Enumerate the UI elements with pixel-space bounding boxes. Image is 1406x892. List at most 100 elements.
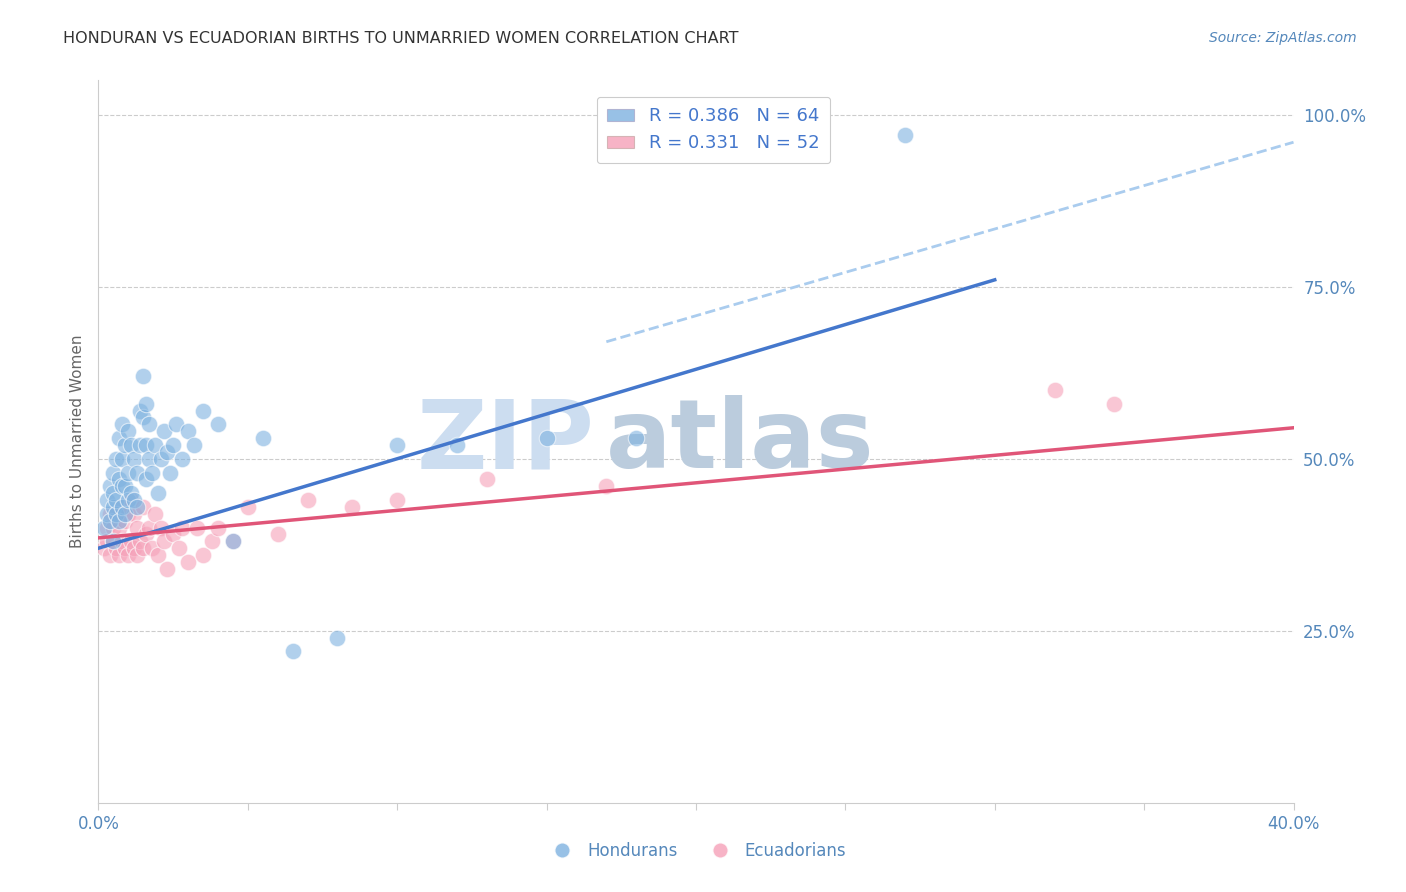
Point (172, 520, 194, 534)
Point (105, 451, 128, 466)
Point (183, 438, 205, 452)
Point (446, 438, 468, 452)
Point (626, 431, 648, 445)
Point (103, 500, 125, 514)
Point (143, 507, 166, 521)
Point (96, 534, 118, 549)
Point (162, 438, 184, 452)
Point (207, 520, 229, 534)
Point (93, 520, 115, 534)
Point (385, 438, 409, 452)
Point (117, 424, 139, 438)
Point (127, 466, 149, 480)
Legend: Hondurans, Ecuadorians: Hondurans, Ecuadorians (538, 836, 853, 867)
Point (138, 520, 160, 534)
Point (120, 486, 142, 500)
Point (108, 520, 131, 534)
Point (132, 369, 155, 384)
Point (105, 541, 128, 556)
Point (114, 514, 136, 528)
Text: ZIP: ZIP (416, 395, 595, 488)
Point (150, 520, 173, 534)
Point (135, 472, 157, 486)
Point (236, 500, 259, 514)
Point (114, 479, 136, 493)
Point (103, 520, 125, 534)
Point (141, 466, 163, 480)
Point (222, 534, 245, 549)
Point (132, 500, 155, 514)
Point (103, 534, 125, 549)
Point (135, 438, 157, 452)
Point (177, 555, 200, 569)
Point (1104, 397, 1126, 411)
Point (138, 417, 160, 432)
Point (111, 479, 134, 493)
Point (111, 417, 134, 432)
Point (297, 493, 319, 508)
Point (103, 534, 125, 549)
Point (108, 472, 131, 486)
Text: Source: ZipAtlas.com: Source: ZipAtlas.com (1209, 31, 1357, 45)
Point (117, 548, 139, 562)
Point (124, 451, 146, 466)
Point (108, 514, 131, 528)
Point (342, 500, 364, 514)
Point (201, 534, 224, 549)
Point (105, 507, 128, 521)
Point (222, 534, 245, 549)
Point (804, 128, 827, 143)
Point (96, 507, 118, 521)
Point (111, 534, 134, 549)
Point (105, 507, 128, 521)
Point (129, 403, 152, 417)
Point (108, 431, 131, 445)
Point (114, 507, 136, 521)
Point (191, 548, 214, 562)
Point (156, 562, 179, 576)
Point (326, 631, 349, 645)
Point (150, 451, 173, 466)
Point (120, 438, 142, 452)
Point (129, 438, 152, 452)
Point (98, 514, 122, 528)
Point (475, 472, 498, 486)
Point (124, 541, 146, 556)
Point (159, 466, 181, 480)
Point (141, 541, 163, 556)
Point (117, 466, 139, 480)
Point (207, 417, 229, 432)
Point (98, 479, 122, 493)
Text: atlas: atlas (606, 395, 875, 488)
Point (281, 644, 304, 658)
Point (143, 438, 166, 452)
Y-axis label: Births to Unmarried Women: Births to Unmarried Women (69, 334, 84, 549)
Point (103, 466, 125, 480)
Point (117, 507, 139, 521)
Point (114, 438, 136, 452)
Point (252, 431, 274, 445)
Point (96, 493, 118, 508)
Point (148, 548, 170, 562)
Point (105, 493, 128, 508)
Point (135, 397, 157, 411)
Point (132, 410, 155, 425)
Point (124, 493, 146, 508)
Point (117, 493, 139, 508)
Point (153, 424, 176, 438)
Point (111, 500, 134, 514)
Point (98, 507, 122, 521)
Point (177, 424, 200, 438)
Point (114, 541, 136, 556)
Point (127, 500, 149, 514)
Point (536, 431, 558, 445)
Point (148, 486, 170, 500)
Point (120, 493, 142, 508)
Point (1043, 383, 1066, 397)
Point (138, 451, 160, 466)
Point (186, 520, 208, 534)
Point (124, 507, 146, 521)
Point (127, 520, 149, 534)
Text: HONDURAN VS ECUADORIAN BIRTHS TO UNMARRIED WOMEN CORRELATION CHART: HONDURAN VS ECUADORIAN BIRTHS TO UNMARRI… (63, 31, 738, 46)
Point (267, 527, 290, 541)
